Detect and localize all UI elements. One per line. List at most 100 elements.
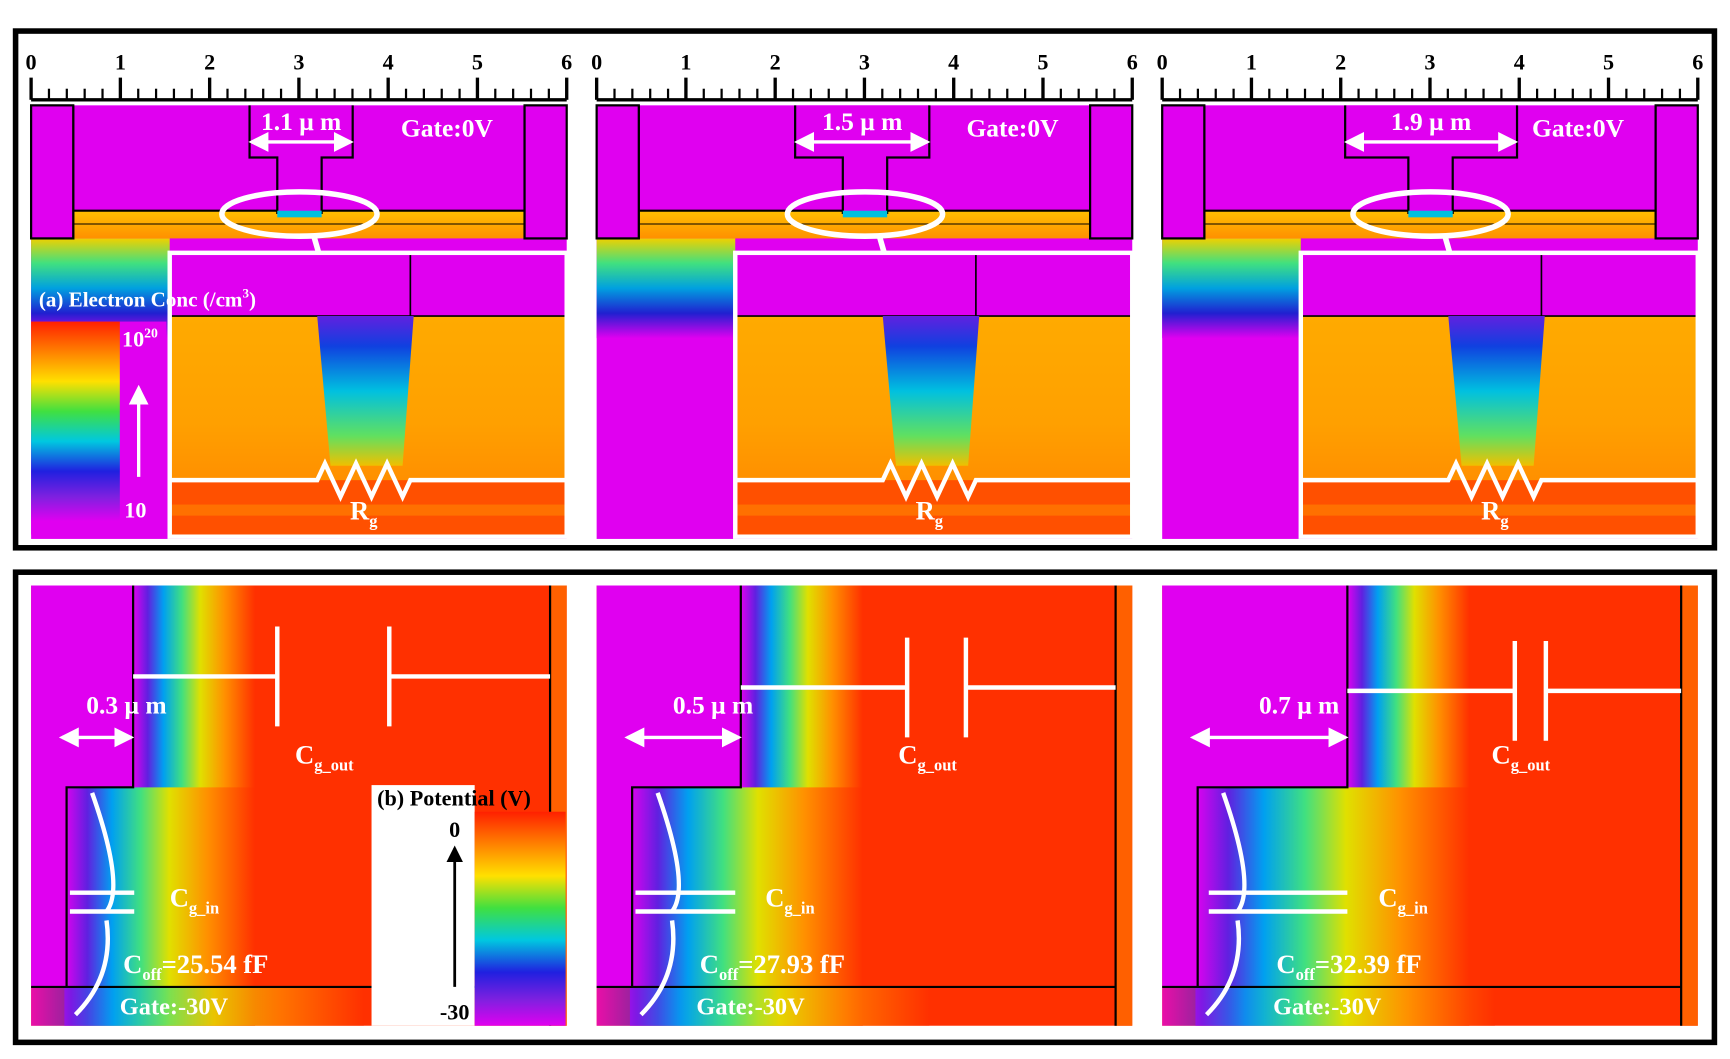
panel-a-frame [12,28,1718,551]
resistor-label: Rg [1481,496,1509,531]
c-off-part: C [123,949,142,979]
c-off-part: C [1276,949,1295,979]
ruler-label: 1 [115,49,126,74]
resistor [735,458,1133,503]
cap-out [740,637,1116,738]
cap-in-label: Cg_in [765,883,814,918]
inset-trench [882,316,980,466]
legend-a-min: 10 [124,497,146,522]
spacing-label: 0.5 μ m [673,690,753,719]
resistor-label-part: g [935,512,944,531]
ruler-label: 6 [1692,49,1703,74]
band-upper [133,585,256,797]
ruler-label: 4 [1514,49,1525,74]
cap-out-label-part: g_out [1511,756,1551,775]
gate-bias: Gate:0V [401,114,494,143]
legend-b-title: (b) Potential (V) [377,786,531,811]
cap-in-label-part: C [170,883,189,913]
legend-a-title-part: ) [249,287,256,311]
cap-out [1347,640,1682,741]
band-lower [64,787,256,1026]
inset-bottom-band [169,504,567,516]
field-edge [1681,585,1698,1026]
cap-in-arc [639,792,682,1017]
band-lower [1195,787,1470,1026]
cap-out-label: Cg_out [295,739,354,774]
c-off-part: =25.54 fF [162,949,269,979]
ruler-label: 5 [1603,49,1614,74]
legend-a-scale [31,321,120,522]
cap-out [133,626,551,727]
legend-a-max-part: 20 [144,325,158,340]
contact-left [595,104,640,240]
inset-gate [1299,251,1699,317]
legend-a-max-part: 10 [122,327,144,352]
gate-bias: Gate:0V [966,114,1059,143]
cap-out-label-part: g_out [314,756,354,775]
inset-frame [167,250,569,539]
c-off-part: off [1296,965,1316,984]
band-bottom [31,986,364,1026]
resistor-label-part: R [916,496,936,526]
outline [1162,585,1683,1026]
panel-b-frame [12,569,1718,1046]
c-off-part: off [719,965,739,984]
ruler-label: 0 [26,49,37,74]
ruler-label: 2 [204,49,215,74]
ruler-label: 2 [770,49,781,74]
ruler-label: 6 [561,49,572,74]
cap-in-arc [73,792,116,1017]
field-edge [1115,585,1133,1026]
c-off: Coff=27.93 fF [700,949,845,984]
left-channel [1162,238,1301,339]
inset-gate [168,251,568,317]
ruler-label: 1 [680,49,691,74]
resistor-label: Rg [350,496,378,531]
contact-left [1161,104,1206,240]
legend-b-max: 0 [449,817,460,842]
cap-in-label-part: g_in [189,899,219,918]
band-upper [740,585,863,797]
cap-in [1208,890,1348,914]
resistor-label-part: R [350,496,370,526]
legend-b-bg [371,785,475,1026]
ruler-label: 0 [591,49,602,74]
legend-a-title: (a) Electron Conc (/cm3) [39,285,256,311]
cap-in [69,890,135,914]
gate-bias: Gate:-30V [120,994,229,1021]
gate-channel [842,210,888,218]
resistor-label-part: R [1481,496,1501,526]
gate-width: 1.1 μ m [261,107,341,136]
left-channel [596,238,736,339]
gate-width: 1.9 μ m [1391,107,1471,136]
cap-in-label-part: C [1378,883,1397,913]
cap-in-label: Cg_in [170,883,219,918]
inset-gate [734,251,1134,317]
inset-trench [317,316,414,466]
ruler-label: 3 [859,49,870,74]
cap-out-label-part: C [295,739,314,769]
cap-in-label-part: g_in [784,899,814,918]
inset-bottom-band [735,504,1133,516]
inset-trench [1448,316,1545,466]
ruler-label: 0 [1157,49,1168,74]
gate-channel [277,210,322,218]
panels: 0 1 2 3 4 5 6 Rg 1.1 μ m Gate:0V 0 1 2 3 4 5 6 Rg 1.5 μ m G… [26,49,1703,1026]
legend-b-scale [474,811,566,1026]
legend-a-max: 1020 [122,325,158,351]
legend-b-min: -30 [440,1000,470,1025]
inset-frame [733,250,1135,539]
gate-bias: Gate:-30V [1273,994,1382,1021]
cap-in-label: Cg_in [1378,883,1427,918]
ruler-label: 2 [1335,49,1346,74]
ruler-label: 4 [948,49,959,74]
cap-in-label-part: g_in [1398,899,1428,918]
contact-right [1654,104,1699,240]
cap-in-label-part: C [765,883,784,913]
gate-bias: Gate:0V [1532,114,1625,143]
ruler-label: 3 [1424,49,1435,74]
ruler-label: 3 [293,49,304,74]
cap-out-label-part: C [898,739,917,769]
